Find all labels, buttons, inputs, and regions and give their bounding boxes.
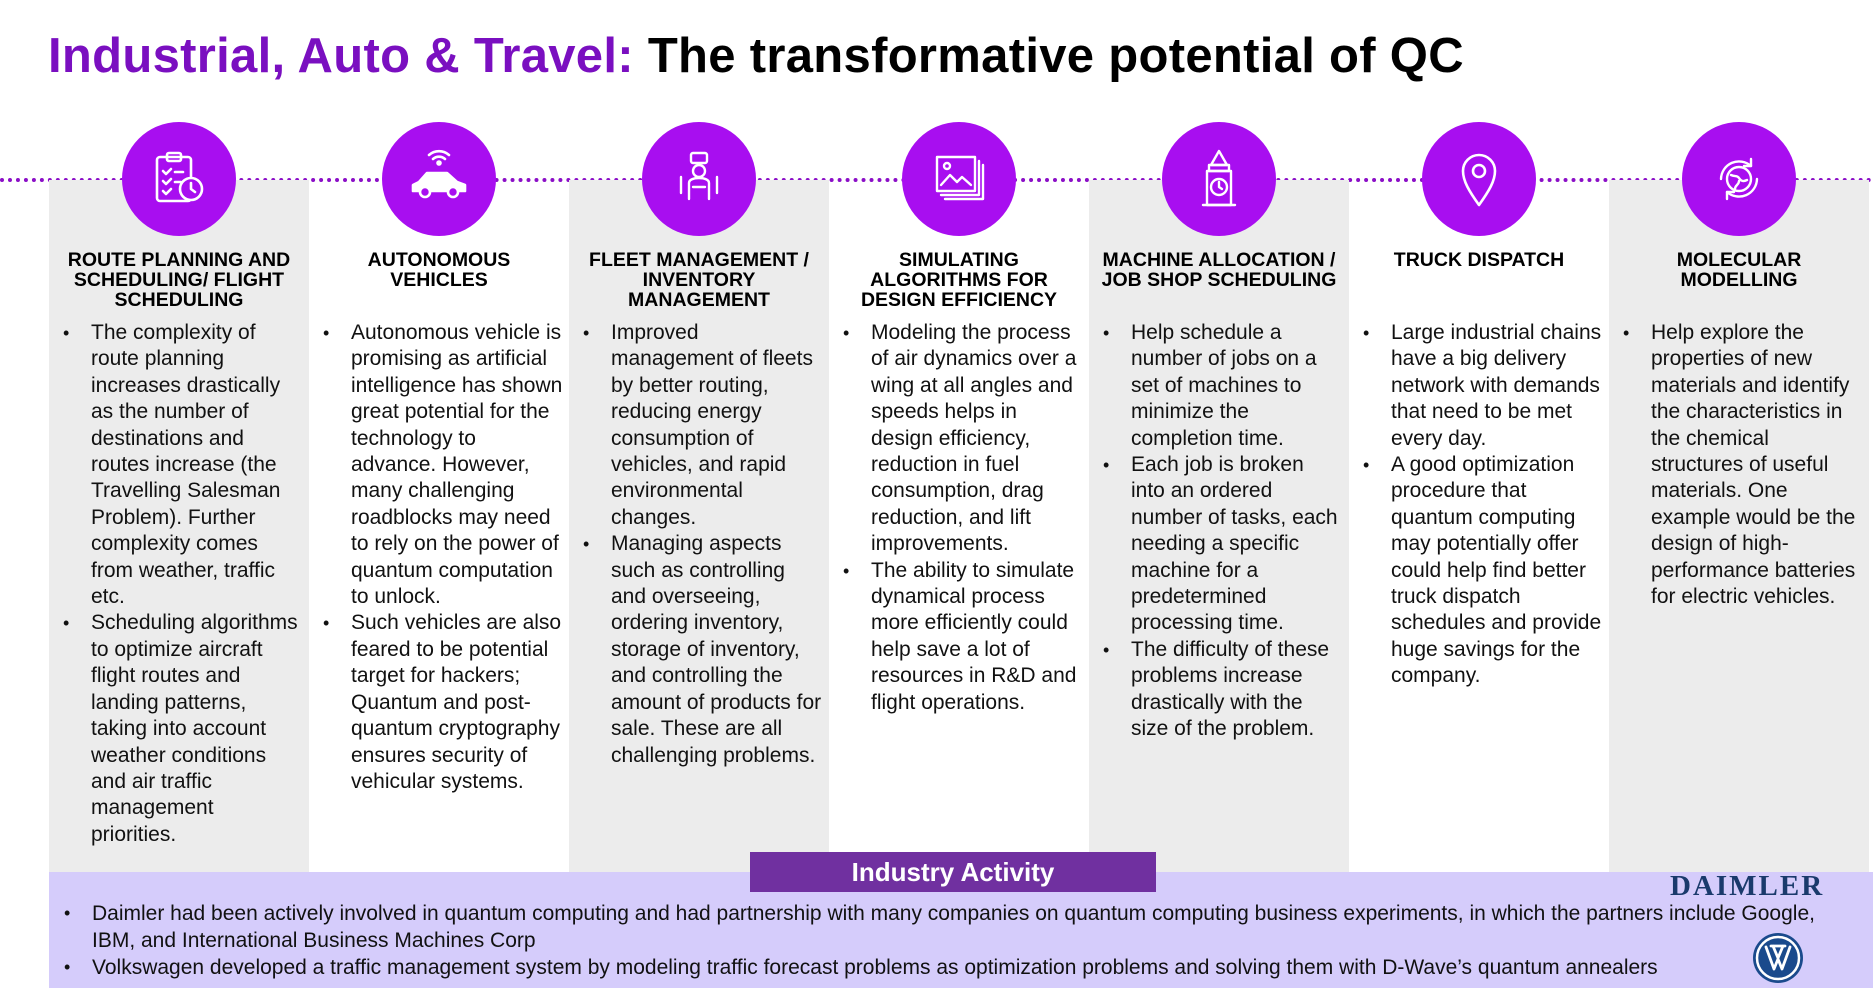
list-item: Help explore the properties of new mater… <box>1623 320 1863 610</box>
list-item: Each job is broken into an ordered numbe… <box>1103 452 1343 637</box>
bullet-list: Help explore the properties of new mater… <box>1623 320 1863 610</box>
industry-activity-title: Industry Activity <box>750 852 1156 892</box>
column-truck-dispatch: TRUCK DISPATCH Large industrial chains h… <box>1349 122 1609 875</box>
bullet-list: Help schedule a number of jobs on a set … <box>1103 320 1343 743</box>
bullet-list: The complexity of route planning increas… <box>63 320 303 848</box>
daimler-logo: DAIMLER <box>1670 870 1825 902</box>
list-item: Large industrial chains have a big deliv… <box>1363 320 1603 452</box>
column-title: SIMULATING ALGORITHMS FOR DESIGN EFFICIE… <box>860 249 1058 311</box>
column-title: ROUTE PLANNING AND SCHEDULING/ FLIGHT SC… <box>67 249 291 311</box>
bullet-list: Improved management of fleets by better … <box>583 320 823 769</box>
column-title: AUTONOMOUS VEHICLES <box>367 249 511 291</box>
traffic-officer-icon <box>642 122 756 236</box>
image-gallery-icon <box>902 122 1016 236</box>
column-title: MACHINE ALLOCATION / JOB SHOP SCHEDULING <box>1101 249 1337 291</box>
column-title: MOLECULAR MODELLING <box>1676 249 1802 291</box>
list-item: The complexity of route planning increas… <box>63 320 303 610</box>
column-title: FLEET MANAGEMENT / INVENTORY MANAGEMENT <box>589 249 809 311</box>
title-rest: The transformative potential of QC <box>647 29 1464 83</box>
column-simulating-algorithms: SIMULATING ALGORITHMS FOR DESIGN EFFICIE… <box>829 122 1089 875</box>
list-item: A good optimization procedure that quant… <box>1363 452 1603 690</box>
list-item: Help schedule a number of jobs on a set … <box>1103 320 1343 452</box>
bullet-list: Autonomous vehicle is promising as artif… <box>323 320 563 795</box>
list-item: The ability to simulate dynamical proces… <box>843 558 1083 716</box>
connected-car-icon <box>382 122 496 236</box>
use-case-columns: ROUTE PLANNING AND SCHEDULING/ FLIGHT SC… <box>49 122 1873 875</box>
list-item: Autonomous vehicle is promising as artif… <box>323 320 563 610</box>
bullet-list: Large industrial chains have a big deliv… <box>1363 320 1603 690</box>
column-molecular-modelling: MOLECULAR MODELLING Help explore the pro… <box>1609 122 1869 875</box>
title-accent: Industrial, Auto & Travel: <box>48 29 634 83</box>
bullet-list: Modeling the process of air dynamics ove… <box>843 320 1083 716</box>
page-title: Industrial, Auto & Travel: The transform… <box>48 28 1464 84</box>
volkswagen-logo-icon <box>1753 933 1803 983</box>
list-item: Such vehicles are also feared to be pote… <box>323 610 563 795</box>
list-item: Modeling the process of air dynamics ove… <box>843 320 1083 558</box>
column-machine-allocation: MACHINE ALLOCATION / JOB SHOP SCHEDULING… <box>1089 122 1349 875</box>
clock-tower-icon <box>1162 122 1276 236</box>
list-item: Managing aspects such as controlling and… <box>583 531 823 769</box>
column-autonomous-vehicles: AUTONOMOUS VEHICLES Autonomous vehicle i… <box>309 122 569 875</box>
list-item: The difficulty of these problems increas… <box>1103 637 1343 743</box>
location-pin-icon <box>1422 122 1536 236</box>
column-title: TRUCK DISPATCH <box>1393 249 1565 271</box>
list-item: Daimler had been actively involved in qu… <box>62 900 1822 954</box>
list-item: Improved management of fleets by better … <box>583 320 823 531</box>
column-route-planning: ROUTE PLANNING AND SCHEDULING/ FLIGHT SC… <box>49 122 309 875</box>
clipboard-clock-icon <box>122 122 236 236</box>
column-fleet-management: FLEET MANAGEMENT / INVENTORY MANAGEMENT … <box>569 122 829 875</box>
list-item: Scheduling algorithms to optimize aircra… <box>63 610 303 848</box>
industry-activity-list: Daimler had been actively involved in qu… <box>62 900 1822 981</box>
list-item: Volkswagen developed a traffic managemen… <box>62 954 1822 981</box>
globe-refresh-icon <box>1682 122 1796 236</box>
